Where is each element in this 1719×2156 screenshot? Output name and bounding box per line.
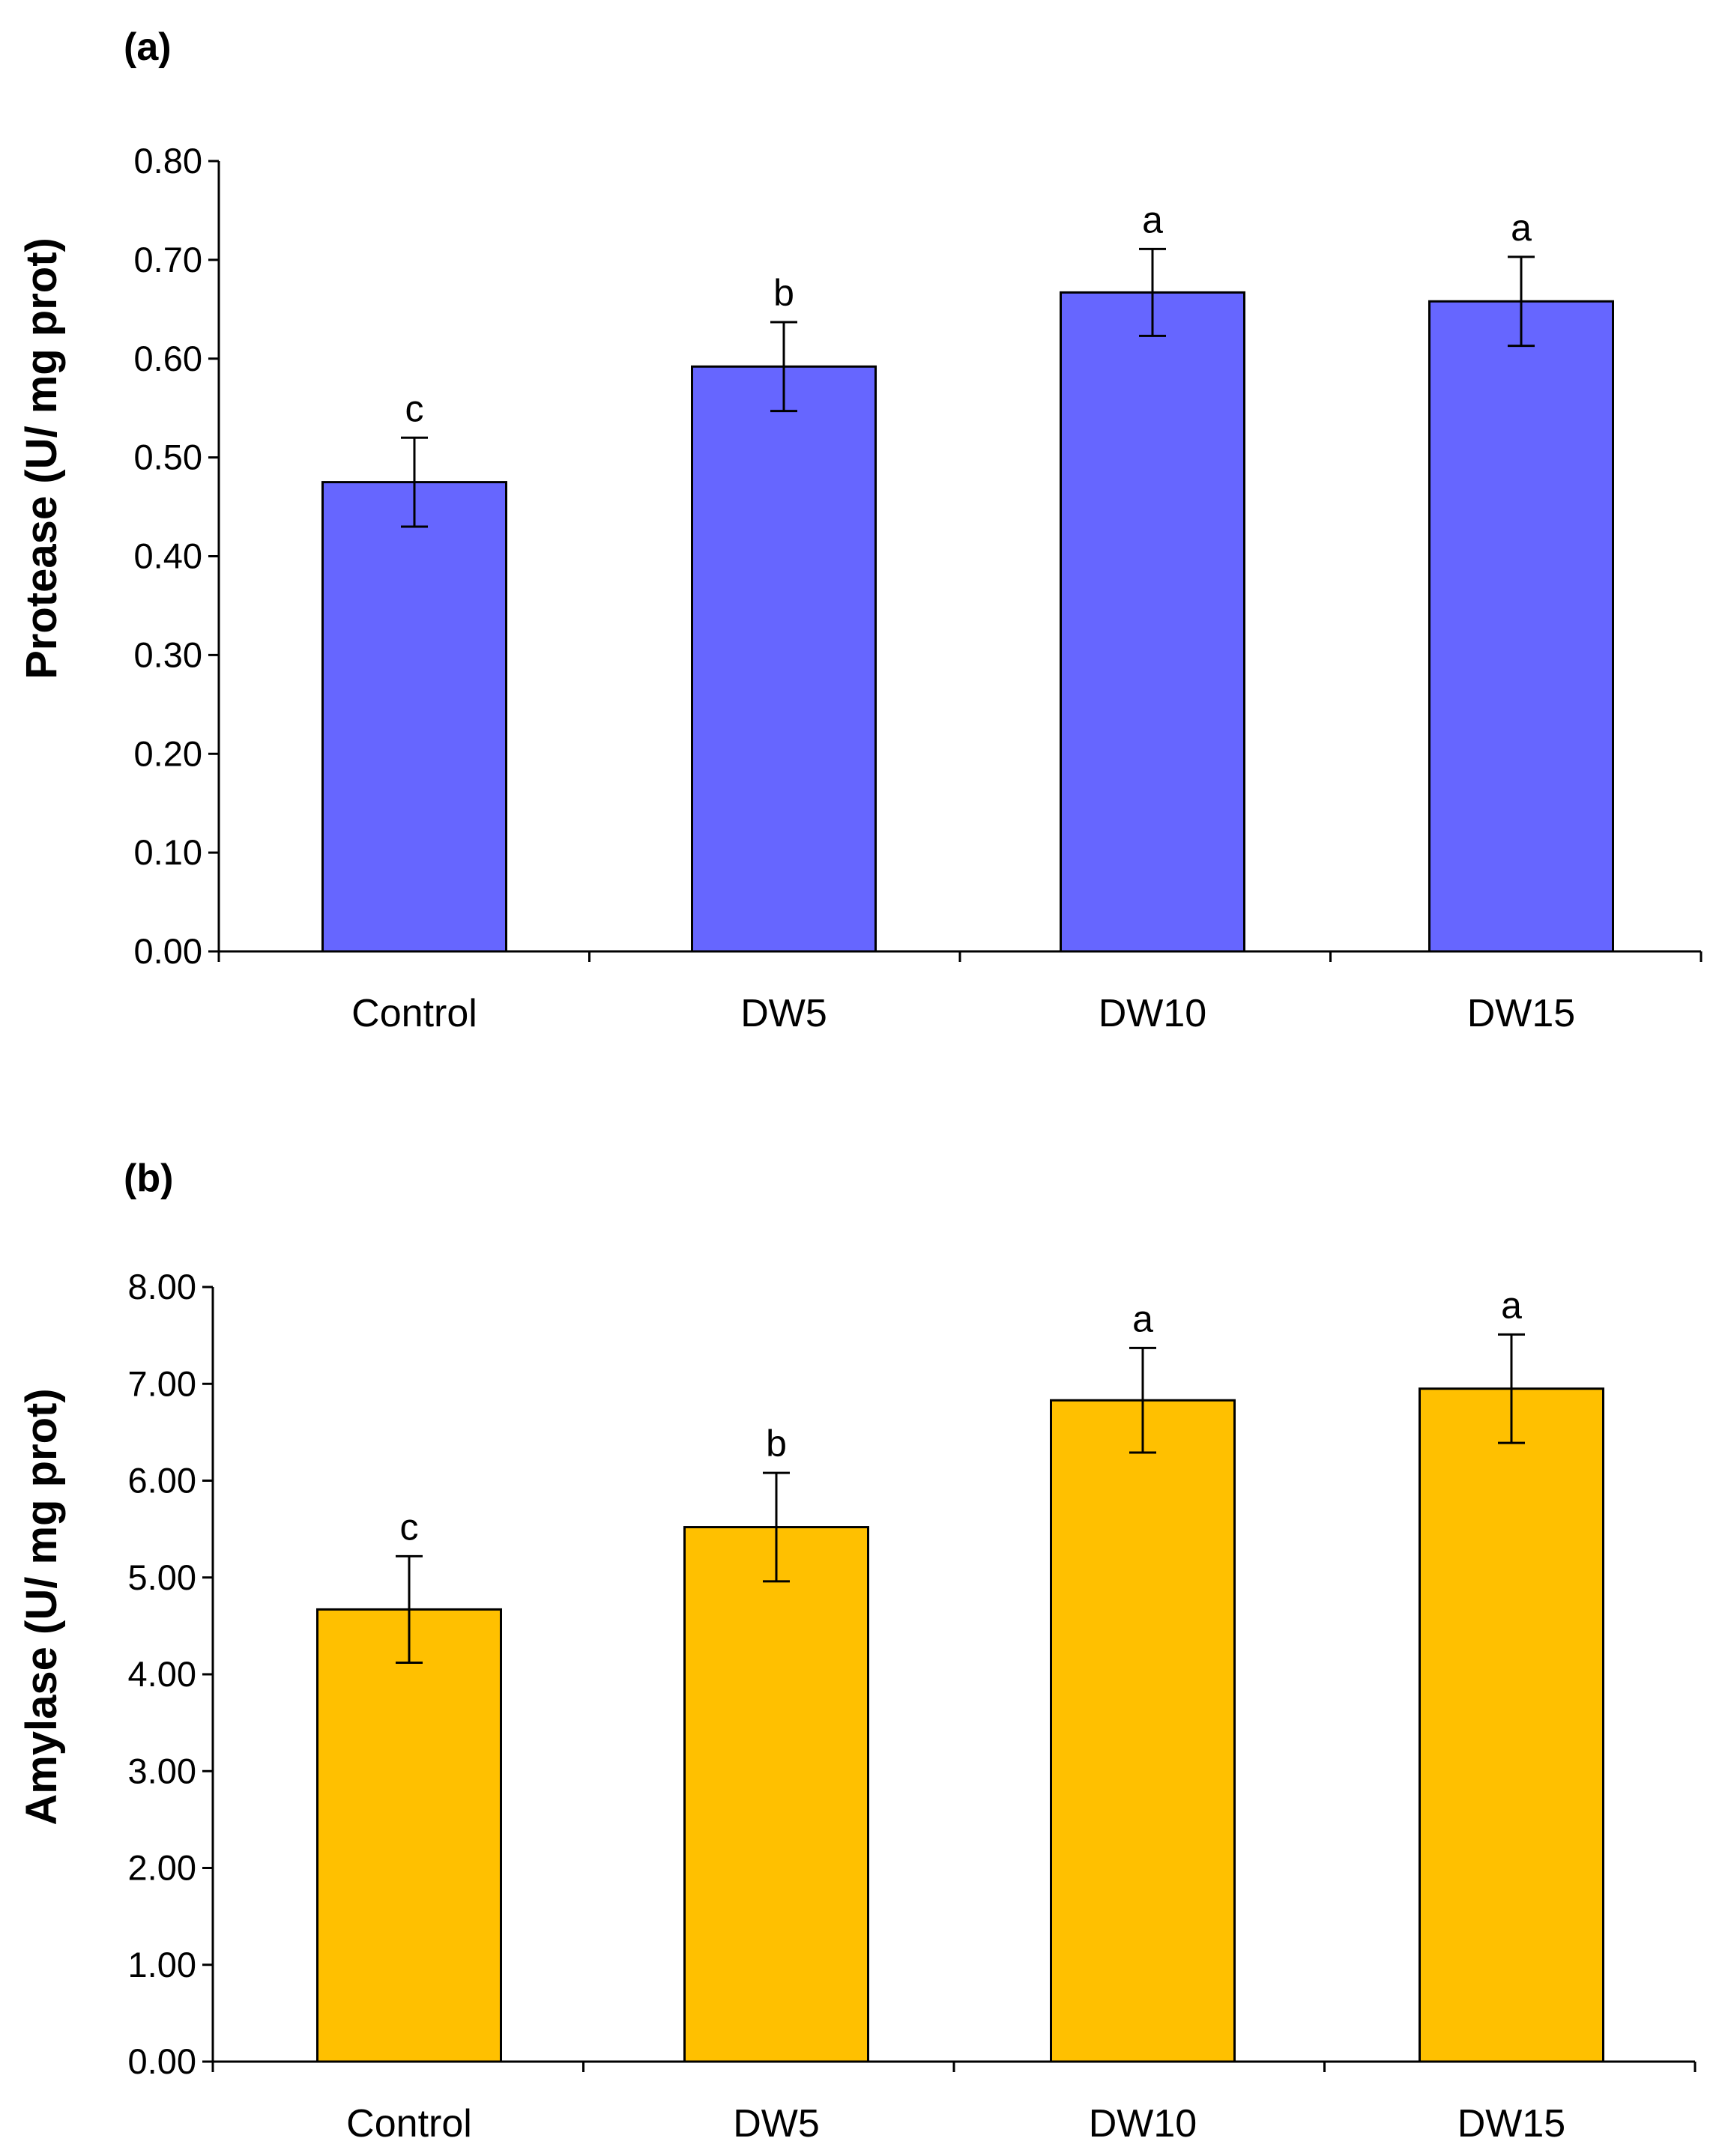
y-tick-label: 0.20 xyxy=(134,733,202,773)
bar-dw10 xyxy=(1050,1399,1236,2063)
chart-panel-a: (a) Protease (U/ mg prot) 0.00 0.10 0.20 0.… xyxy=(17,25,1703,1035)
y-tick-label: 6.00 xyxy=(128,1461,196,1501)
chart-panel-b: (b) Amylase (U/ mg prot) 0.00 1.00 2.00 3.0… xyxy=(17,1157,1697,2146)
y-tick-label: 5.00 xyxy=(128,1557,196,1597)
y-tick-label: 0.50 xyxy=(134,437,202,477)
y-tick-label: 0.00 xyxy=(134,931,202,971)
y-tick-label: 0.30 xyxy=(134,635,202,674)
y-tick-label: 8.00 xyxy=(128,1267,196,1306)
significance-letter: c xyxy=(400,1506,419,1548)
y-tick-label: 3.00 xyxy=(128,1751,196,1790)
x-tick-label: DW5 xyxy=(733,2102,820,2146)
significance-letter: a xyxy=(1142,199,1163,240)
panel-label: (b) xyxy=(124,1157,173,1200)
y-tick-label: 2.00 xyxy=(128,1848,196,1888)
x-tick-label: DW15 xyxy=(1457,2102,1565,2146)
y-tick-label: 7.00 xyxy=(128,1363,196,1403)
y-tick-label: 0.00 xyxy=(128,2041,196,2081)
bar-dw10 xyxy=(1060,291,1245,953)
significance-letter: c xyxy=(405,387,424,429)
y-tick-label: 0.40 xyxy=(134,536,202,576)
bar-dw5 xyxy=(691,365,877,953)
significance-letter: b xyxy=(766,1423,787,1465)
panel-label: (a) xyxy=(124,25,172,69)
y-tick-label: 1.00 xyxy=(128,1945,196,1984)
y-tick-label: 0.10 xyxy=(134,832,202,872)
y-tick-label: 0.80 xyxy=(134,141,202,181)
y-tick-label: 0.70 xyxy=(134,240,202,279)
bar-dw15 xyxy=(1428,300,1614,953)
x-tick-label: Control xyxy=(346,2102,472,2146)
significance-letter: a xyxy=(1501,1284,1522,1326)
x-tick-label: DW15 xyxy=(1467,992,1575,1035)
bar-control xyxy=(321,481,507,953)
y-axis-label: Amylase (U/ mg prot) xyxy=(17,1388,66,1825)
bar-dw5 xyxy=(683,1526,869,2063)
significance-letter: a xyxy=(1132,1297,1153,1339)
y-axis-label: Protease (U/ mg prot) xyxy=(17,237,66,679)
x-tick-label: DW10 xyxy=(1099,992,1206,1035)
x-tick-label: DW10 xyxy=(1089,2102,1197,2146)
y-tick-label: 4.00 xyxy=(128,1654,196,1694)
significance-letter: a xyxy=(1511,207,1532,249)
bar-dw15 xyxy=(1419,1387,1604,2063)
x-tick-label: DW5 xyxy=(740,992,827,1035)
x-tick-label: Control xyxy=(351,992,477,1035)
significance-letter: b xyxy=(773,272,794,314)
bar-control xyxy=(316,1608,502,2063)
y-tick-label: 0.60 xyxy=(134,339,202,378)
